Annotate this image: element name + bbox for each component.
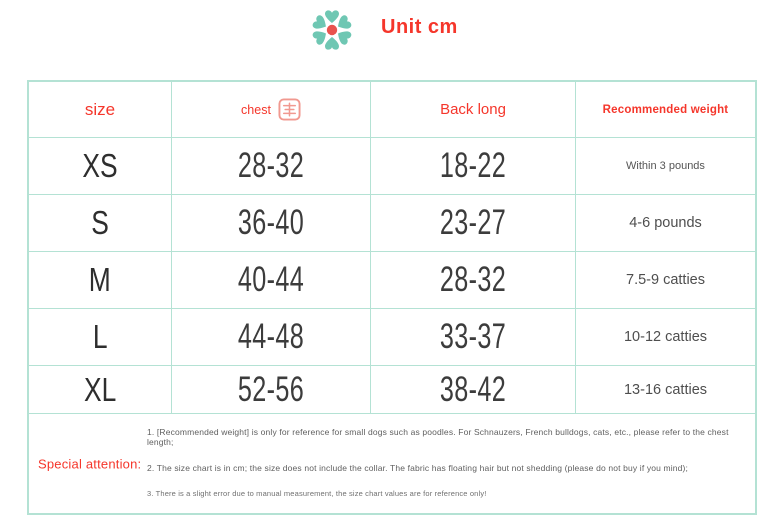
back-long-cell: 23-27 xyxy=(371,195,576,252)
size-value: S xyxy=(91,204,109,241)
size-cell: M xyxy=(29,252,172,309)
note-item: 2. The size chart is in cm; the size doe… xyxy=(147,463,689,474)
chest-value: 52-56 xyxy=(237,369,305,409)
size-cell: L xyxy=(29,309,172,366)
chest-value: 28-32 xyxy=(237,146,305,185)
chest-cell: 40-44 xyxy=(172,252,371,309)
back-long-value: 33-37 xyxy=(439,317,507,356)
back-long-value: 23-27 xyxy=(439,203,507,242)
weight-cell: 4-6 pounds xyxy=(576,195,755,252)
note-item: 1. [Recommended weight] is only for refe… xyxy=(147,427,729,447)
special-attention-section: Special attention: 1. [Recommended weigh… xyxy=(29,414,755,513)
col-header-chest-label: chest xyxy=(241,102,271,117)
back-long-cell: 18-22 xyxy=(371,138,576,195)
weight-cell: 10-12 catties xyxy=(576,309,755,366)
col-header-back-long: Back long xyxy=(371,82,576,138)
back-long-value: 38-42 xyxy=(439,369,507,409)
size-cell: XL xyxy=(29,366,172,414)
chest-value: 44-48 xyxy=(237,317,305,356)
col-header-chest: chest xyxy=(172,82,371,138)
size-value: XL xyxy=(83,370,117,408)
chest-value: 36-40 xyxy=(237,203,305,242)
chest-cell: 36-40 xyxy=(172,195,371,252)
back-long-value: 28-32 xyxy=(439,260,507,299)
page-header: Unit cm xyxy=(0,0,773,60)
chest-value: 40-44 xyxy=(237,260,305,299)
back-long-value: 18-22 xyxy=(439,146,507,185)
back-long-cell: 33-37 xyxy=(371,309,576,366)
size-value: L xyxy=(92,318,108,355)
note-item: 3. There is a slight error due to manual… xyxy=(147,489,487,499)
chest-cell: 44-48 xyxy=(172,309,371,366)
special-attention-label: Special attention: xyxy=(38,456,142,471)
flower-icon xyxy=(312,10,352,50)
chest-cell: 52-56 xyxy=(172,366,371,414)
size-chart-table: size chest Back long Recommended weight … xyxy=(27,80,757,515)
weight-cell: Within 3 pounds xyxy=(576,138,755,195)
size-cell: XS xyxy=(29,138,172,195)
size-cell: S xyxy=(29,195,172,252)
back-long-cell: 28-32 xyxy=(371,252,576,309)
weight-cell: 7.5-9 catties xyxy=(576,252,755,309)
col-header-size: size xyxy=(29,82,172,138)
notes-list: 1. [Recommended weight] is only for refe… xyxy=(147,428,755,498)
col-header-recommended-weight: Recommended weight xyxy=(576,82,755,138)
chest-cell: 28-32 xyxy=(172,138,371,195)
weight-cell: 13-16 catties xyxy=(576,366,755,414)
unit-label: Unit cm xyxy=(381,16,458,38)
size-value: M xyxy=(89,261,111,298)
back-long-cell: 38-42 xyxy=(371,366,576,414)
size-value: XS xyxy=(82,147,118,184)
chest-circumference-stamp-icon xyxy=(278,98,301,121)
